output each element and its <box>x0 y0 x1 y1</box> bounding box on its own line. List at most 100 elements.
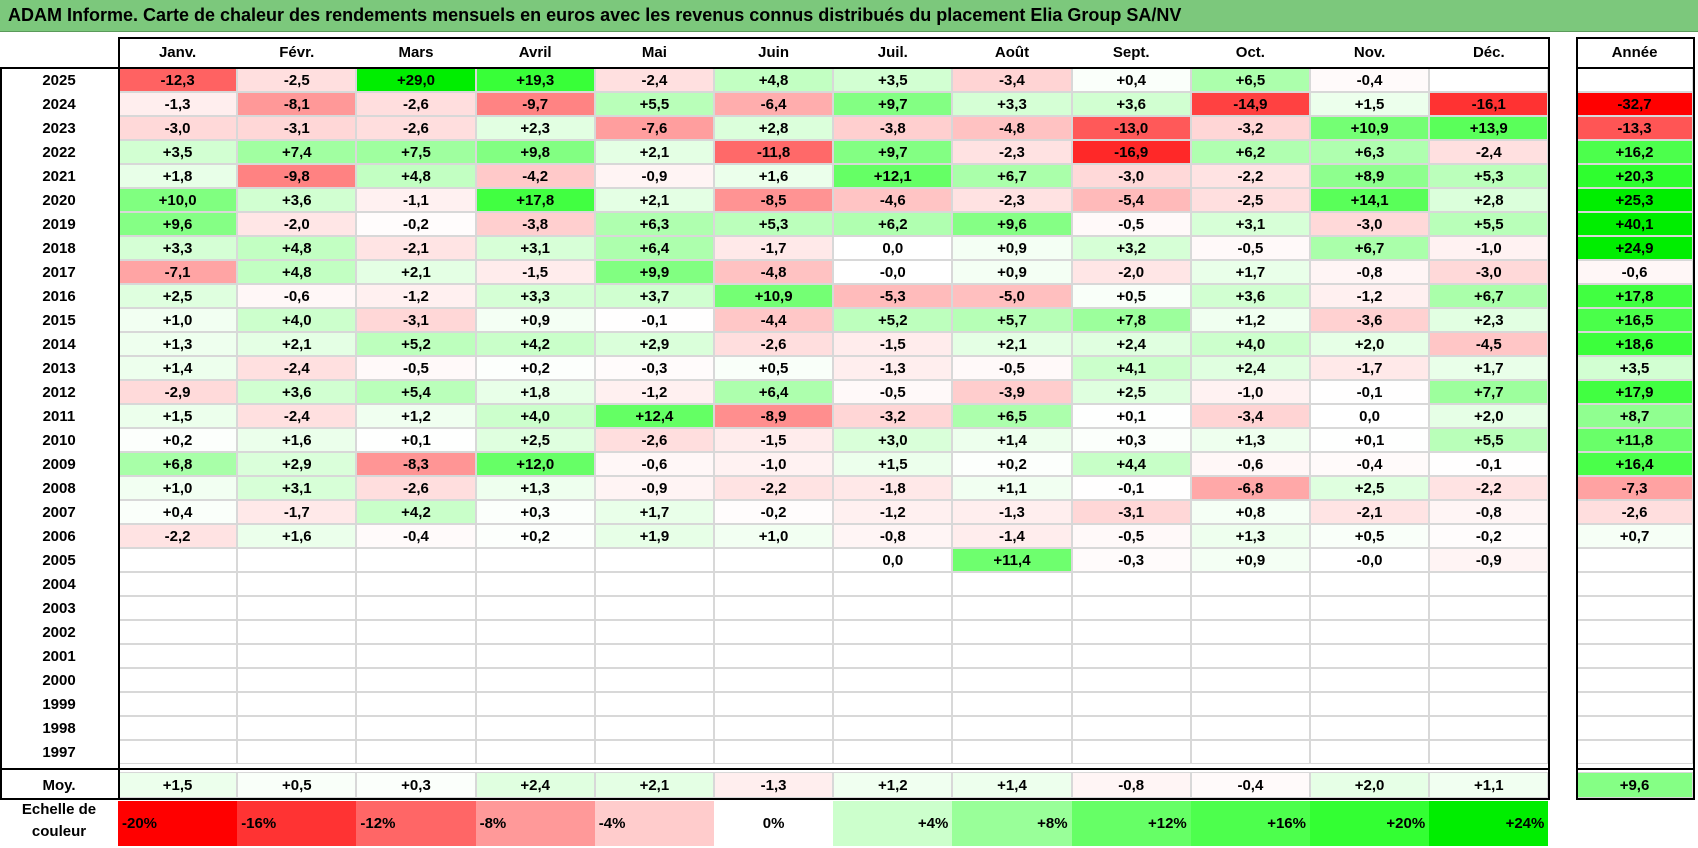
heatmap-cell: +6,7 <box>1429 284 1549 308</box>
annual-average-cell: +9,6 <box>1576 772 1693 798</box>
heatmap-cell <box>833 668 953 692</box>
heatmap-cell <box>952 572 1072 596</box>
annual-cell: -13,3 <box>1576 116 1693 140</box>
heatmap-cell <box>1429 716 1549 740</box>
heatmap-cell <box>475 644 595 668</box>
heatmap-cell <box>356 692 476 716</box>
heatmap-cell <box>952 596 1072 620</box>
heatmap-cell <box>356 620 476 644</box>
heatmap-cell <box>714 716 834 740</box>
heatmap-cell: +0,3 <box>475 500 595 524</box>
heatmap-cell: -2,2 <box>714 476 834 500</box>
heatmap-cell: -2,9 <box>118 380 238 404</box>
heatmap-cell: +9,9 <box>594 260 714 284</box>
heatmap-cell <box>356 548 476 572</box>
heatmap-cell: +0,2 <box>952 452 1072 476</box>
column-header: Mars <box>398 43 434 61</box>
heatmap-cell: -1,3 <box>952 500 1072 524</box>
column-header: Janv. <box>158 43 197 61</box>
heatmap-cell: -1,7 <box>237 500 357 524</box>
heatmap-cell: +12,1 <box>833 164 953 188</box>
heatmap-cell: +6,5 <box>1190 68 1310 92</box>
heatmap-cell: +3,0 <box>833 428 953 452</box>
heatmap-cell <box>118 644 238 668</box>
heatmap-cell: -8,1 <box>237 92 357 116</box>
column-header: Sept. <box>1112 43 1150 61</box>
heatmap-cell <box>952 692 1072 716</box>
heatmap-cell: +5,4 <box>356 380 476 404</box>
heatmap-cell <box>475 620 595 644</box>
heatmap-cell: -2,4 <box>237 356 357 380</box>
year-label: 2020 <box>42 191 76 209</box>
heatmap-cell: +7,8 <box>1071 308 1191 332</box>
heatmap-cell: +1,2 <box>1190 308 1310 332</box>
row-separator <box>1576 768 1695 770</box>
heatmap-cell <box>594 668 714 692</box>
heatmap-cell: +4,0 <box>475 404 595 428</box>
average-cell: +1,5 <box>118 772 238 798</box>
heatmap-cell: +1,3 <box>118 332 238 356</box>
heatmap-cell: +10,9 <box>1310 116 1430 140</box>
heatmap-cell: +2,5 <box>1071 380 1191 404</box>
year-label: 2003 <box>42 599 76 617</box>
heatmap-cell <box>118 596 238 620</box>
heatmap-cell: -2,4 <box>1429 140 1549 164</box>
average-label: Moy. <box>42 776 76 794</box>
heatmap-cell <box>1310 644 1430 668</box>
year-label: 2011 <box>42 407 76 425</box>
heatmap-cell: +10,9 <box>714 284 834 308</box>
heatmap-cell: -0,4 <box>356 524 476 548</box>
heatmap-cell <box>475 596 595 620</box>
heatmap-cell <box>1190 692 1310 716</box>
heatmap-cell: -8,5 <box>714 188 834 212</box>
heatmap-cell: -2,4 <box>594 68 714 92</box>
heatmap-cell: -1,7 <box>714 236 834 260</box>
heatmap-cell: -2,0 <box>237 212 357 236</box>
heatmap-cell: -1,2 <box>1310 284 1430 308</box>
heatmap-cell: -0,5 <box>1071 524 1191 548</box>
heatmap-cell: -1,2 <box>356 284 476 308</box>
annual-cell: -32,7 <box>1576 92 1693 116</box>
heatmap-cell: +6,7 <box>952 164 1072 188</box>
heatmap-cell: -0,9 <box>594 476 714 500</box>
heatmap-cell: +1,9 <box>594 524 714 548</box>
heatmap-cell <box>714 644 834 668</box>
heatmap-cell: +0,2 <box>118 428 238 452</box>
heatmap-cell: +5,5 <box>594 92 714 116</box>
heatmap-cell <box>475 740 595 764</box>
heatmap-cell: -2,2 <box>1429 476 1549 500</box>
heatmap-cell <box>833 620 953 644</box>
heatmap-cell: +2,3 <box>1429 308 1549 332</box>
heatmap-cell <box>237 716 357 740</box>
year-label: 2018 <box>42 239 76 257</box>
year-label: 2010 <box>42 431 76 449</box>
heatmap-cell: -0,6 <box>237 284 357 308</box>
heatmap-cell: +2,9 <box>237 452 357 476</box>
heatmap-cell: +29,0 <box>356 68 476 92</box>
heatmap-cell: +0,5 <box>1071 284 1191 308</box>
heatmap-cell: +3,6 <box>1071 92 1191 116</box>
heatmap-cell: +2,5 <box>1310 476 1430 500</box>
annual-cell <box>1576 68 1693 92</box>
heatmap-cell: -1,3 <box>118 92 238 116</box>
year-label: 2000 <box>42 671 76 689</box>
heatmap-cell: +3,6 <box>237 380 357 404</box>
column-header: Juil. <box>877 43 908 61</box>
heatmap-cell: +2,8 <box>1429 188 1549 212</box>
heatmap-cell: -3,2 <box>1190 116 1310 140</box>
heatmap-cell: +1,5 <box>1310 92 1430 116</box>
heatmap-cell: -0,1 <box>594 308 714 332</box>
year-label: 2004 <box>42 575 76 593</box>
heatmap-cell: -2,6 <box>356 476 476 500</box>
heatmap-cell <box>952 740 1072 764</box>
heatmap-cell: +0,4 <box>118 500 238 524</box>
heatmap-cell: -3,2 <box>833 404 953 428</box>
heatmap-cell: +3,3 <box>118 236 238 260</box>
heatmap-cell: +4,0 <box>1190 332 1310 356</box>
year-label: 2025 <box>42 71 76 89</box>
heatmap-cell <box>356 572 476 596</box>
heatmap-cell <box>237 692 357 716</box>
heatmap-cell: +10,0 <box>118 188 238 212</box>
annual-cell: +16,2 <box>1576 140 1693 164</box>
annual-cell <box>1576 692 1693 716</box>
